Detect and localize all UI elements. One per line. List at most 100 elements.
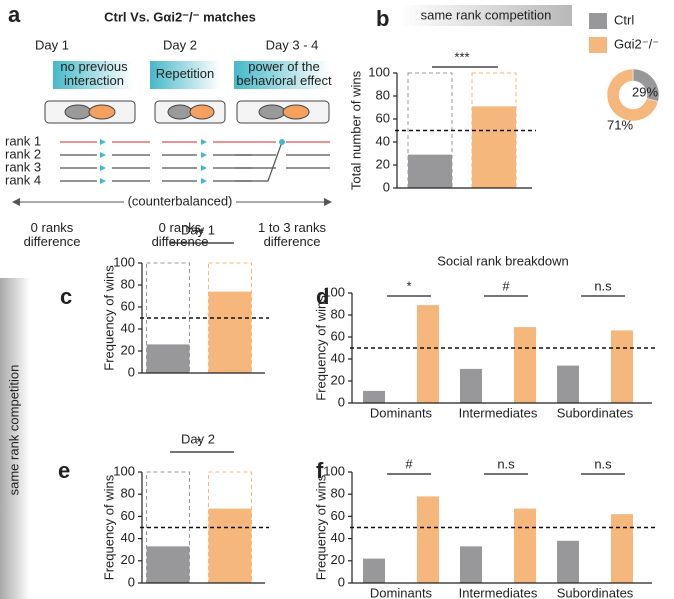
y-axis-label: Frequency of wins (313, 295, 328, 401)
significance: n.s (594, 456, 612, 471)
y-tick-label: 60 (121, 298, 135, 313)
day-label: Day 1 (35, 37, 69, 52)
panel-letter: a (8, 2, 21, 27)
rank-lines (60, 139, 330, 184)
chart-title: Social rank breakdown (437, 253, 569, 268)
difference-text: 0 ranks (31, 220, 74, 235)
significance: n.s (594, 278, 612, 293)
note-background (124, 194, 236, 210)
rank-label: rank 2 (5, 146, 41, 161)
y-tick-label: 100 (113, 463, 135, 478)
y-tick-label: 100 (368, 64, 390, 79)
y-tick-label: 0 (338, 574, 345, 589)
title-box (400, 5, 572, 26)
chart-title: same rank competition (421, 7, 552, 22)
y-tick-label: 60 (376, 110, 390, 125)
y-axis-label: Frequency of wins (101, 474, 116, 580)
x-tick-label: Dominants (370, 405, 433, 420)
note: (counterbalanced) (128, 193, 233, 208)
y-tick-label: 80 (121, 486, 135, 501)
significance: n.s (497, 456, 515, 471)
side-label: same rank competition (6, 365, 21, 496)
y-tick-label: 20 (121, 552, 135, 567)
bar (363, 390, 385, 403)
y-tick-label: 60 (121, 508, 135, 523)
y-tick-label: 100 (323, 284, 345, 299)
bar (363, 558, 385, 583)
condition-text: power of the (248, 59, 320, 74)
significance: ** (194, 225, 204, 240)
slice-label: 29% (632, 84, 658, 99)
bar (208, 508, 252, 583)
rank-label: rank 4 (5, 172, 41, 187)
panel-letter: b (376, 6, 389, 31)
panel-letter: c (60, 284, 72, 309)
x-tick-label: Subordinates (557, 585, 634, 599)
y-tick-label: 80 (331, 306, 345, 321)
day-label: Day 3 - 4 (266, 37, 319, 52)
y-tick-label: 100 (113, 254, 135, 269)
condition-text: interaction (64, 73, 124, 88)
bar (514, 508, 536, 583)
bar (417, 496, 439, 583)
y-tick-label: 0 (338, 394, 345, 409)
y-tick-label: 100 (323, 463, 345, 478)
chart-title: Day 1 (181, 222, 215, 237)
bar (472, 106, 516, 188)
y-tick-label: 80 (331, 486, 345, 501)
y-tick-label: 40 (376, 133, 390, 148)
condition-box (53, 61, 133, 89)
y-tick-label: 60 (331, 508, 345, 523)
x-tick-label: Intermediates (459, 585, 538, 599)
legend-label: Gαi2⁻/⁻ (614, 36, 659, 51)
difference-text: difference (24, 234, 81, 249)
rank-label: rank 3 (5, 159, 41, 174)
significance: * (196, 434, 201, 449)
significance: # (502, 278, 510, 293)
side-band (0, 278, 30, 599)
condition-text: behavioral effect (236, 73, 332, 88)
y-tick-label: 20 (331, 552, 345, 567)
significance: *** (454, 49, 469, 64)
bar (408, 154, 452, 188)
panel-letter: d (316, 284, 329, 309)
y-tick-label: 60 (331, 328, 345, 343)
y-axis-label: Frequency of wins (313, 474, 328, 580)
x-tick-label: Subordinates (557, 405, 634, 420)
y-axis-label: Frequency of wins (101, 265, 116, 371)
legend-swatch (589, 13, 607, 29)
significance: # (405, 456, 413, 471)
bar (460, 368, 482, 403)
slice-label: 71% (607, 117, 633, 132)
condition-text: Repetition (156, 66, 215, 81)
difference-text: difference (264, 234, 321, 249)
y-tick-label: 40 (121, 530, 135, 545)
significance: * (406, 278, 411, 293)
y-axis-label: Total number of wins (348, 70, 363, 190)
chart-title: Day 2 (181, 431, 215, 446)
y-tick-label: 20 (121, 342, 135, 357)
x-tick-label: Intermediates (459, 405, 538, 420)
y-tick-label: 80 (121, 276, 135, 291)
y-tick-label: 40 (331, 350, 345, 365)
condition-box (150, 61, 220, 89)
y-tick-label: 0 (128, 364, 135, 379)
legend-label: Ctrl (614, 12, 634, 27)
y-tick-label: 80 (376, 87, 390, 102)
panel-letter: e (58, 458, 70, 483)
y-tick-label: 40 (331, 530, 345, 545)
bar (146, 546, 190, 583)
bar (208, 291, 252, 373)
y-tick-label: 0 (383, 179, 390, 194)
bar (146, 344, 190, 373)
y-tick-label: 20 (331, 372, 345, 387)
panel-title: Ctrl Vs. Gαi2⁻/⁻ matches (104, 9, 256, 24)
condition-box (234, 61, 330, 89)
y-tick-label: 40 (121, 320, 135, 335)
bar (557, 540, 579, 583)
bar (611, 514, 633, 583)
panel-letter: f (316, 458, 324, 483)
bar (417, 305, 439, 403)
